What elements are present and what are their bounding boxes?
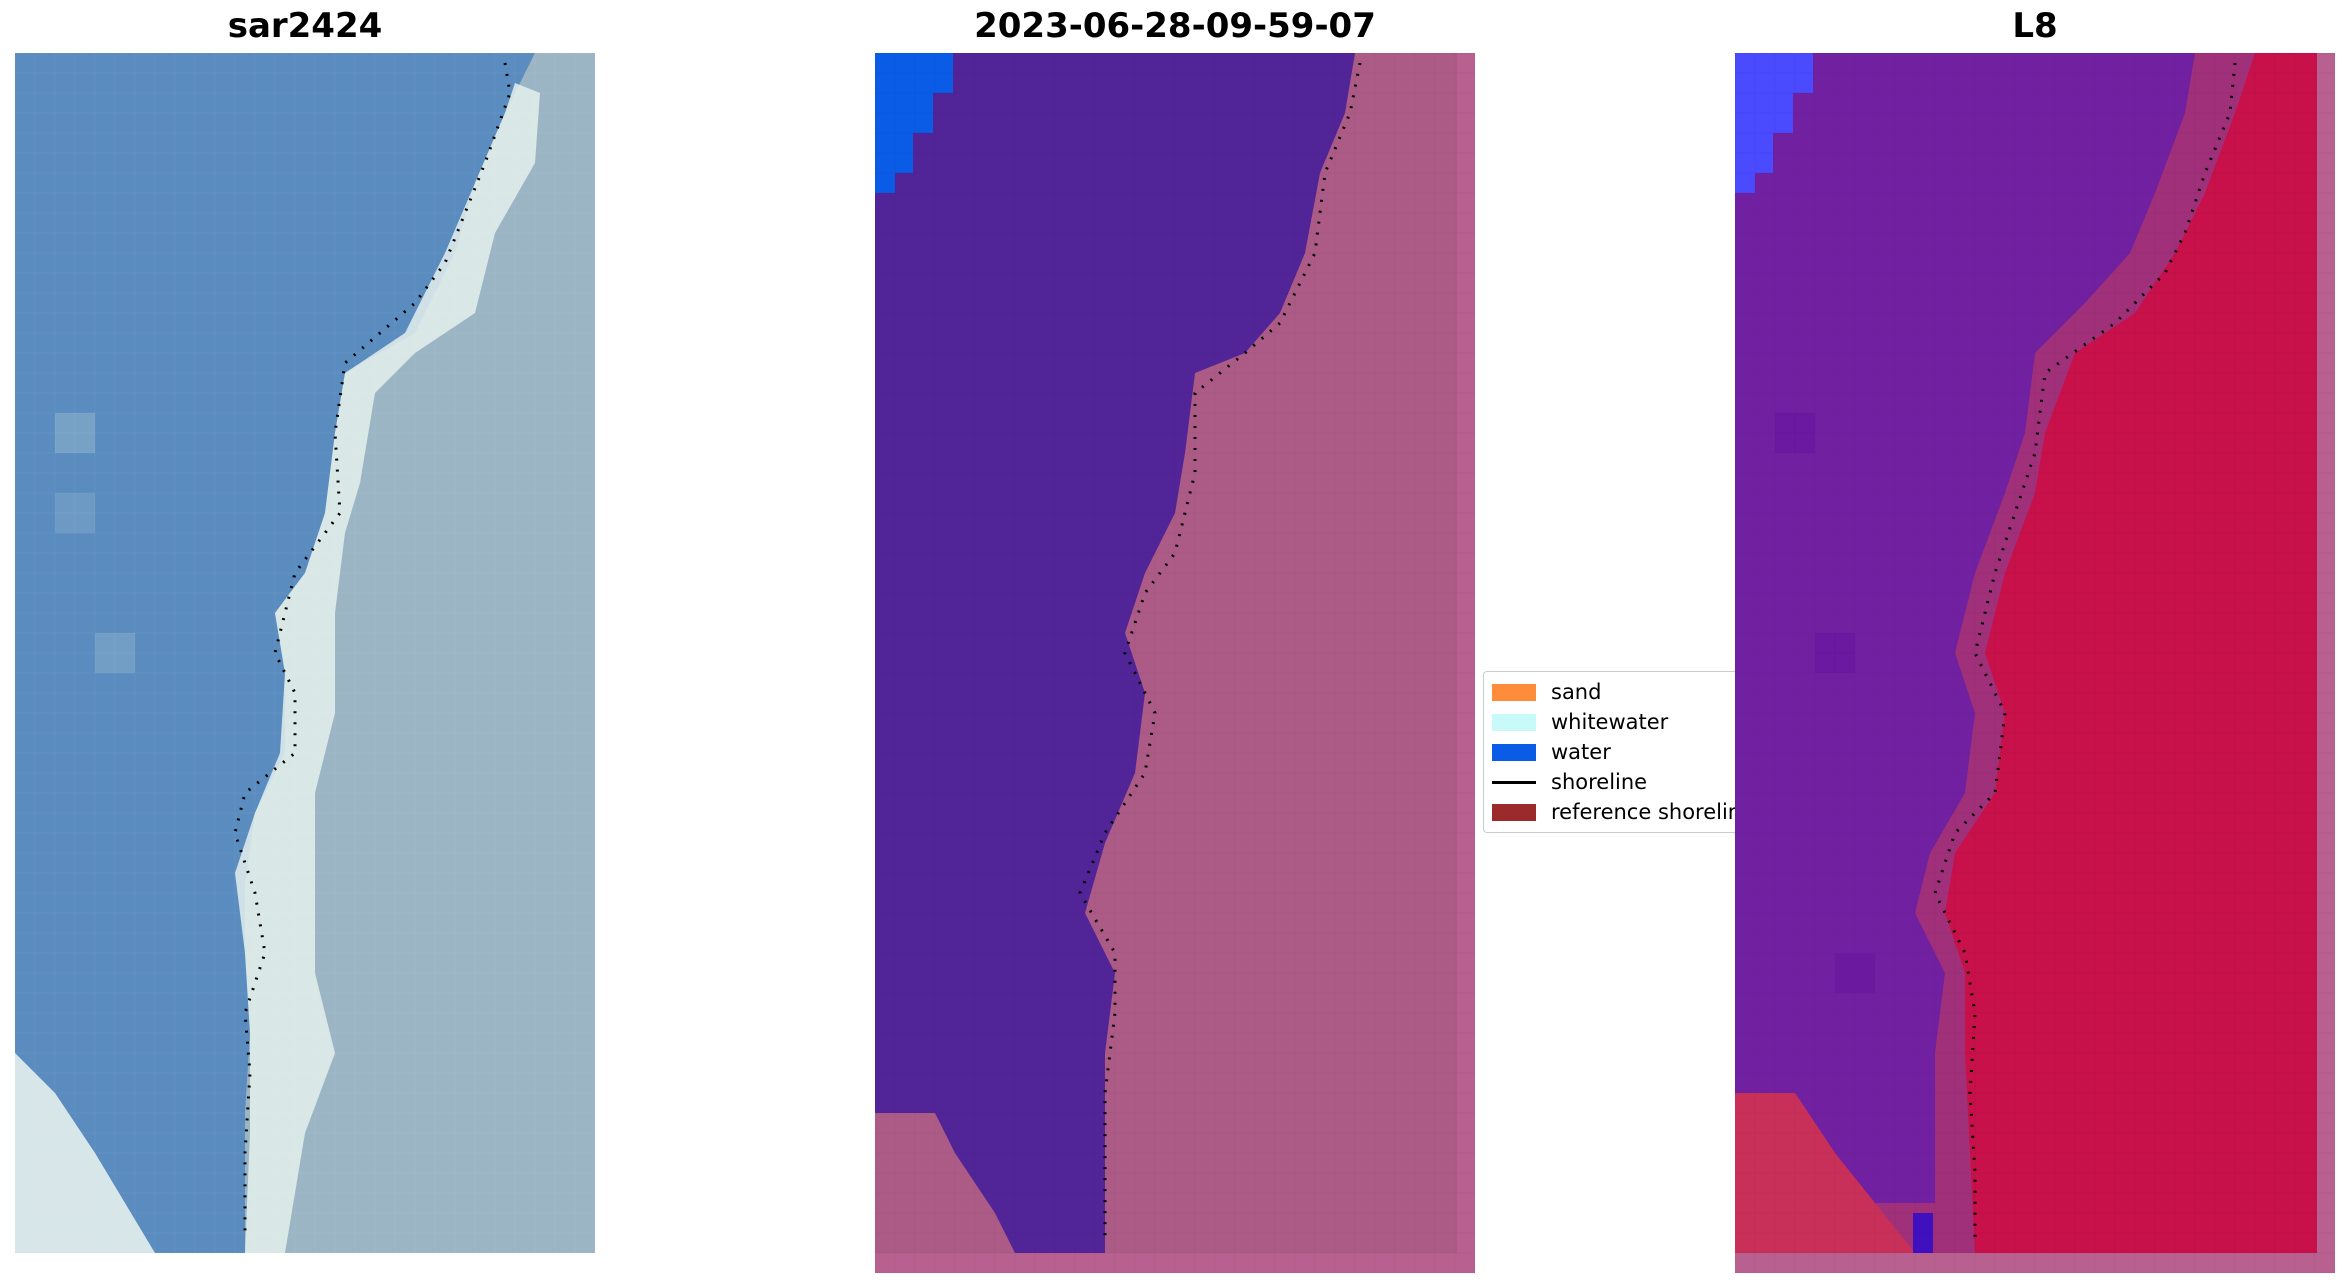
rgb-image-panel: [15, 53, 595, 1253]
shoreline-dots: [1933, 62, 2237, 1243]
rgb-image: [15, 53, 595, 1253]
legend-item-shoreline: shoreline: [1484, 767, 1736, 797]
shoreline-dots: [233, 62, 512, 1233]
legend-swatch-sand: [1492, 683, 1536, 701]
l8-image-panel: [1735, 53, 2335, 1273]
legend-label: water: [1551, 740, 1611, 764]
legend-label: whitewater: [1551, 710, 1669, 734]
legend-swatch-water: [1492, 743, 1536, 761]
legend-item-reference-shoreline: reference shoreline: [1484, 797, 1736, 827]
legend-label: reference shoreline: [1551, 800, 1736, 824]
classified-image-panel: [875, 53, 1475, 1273]
panel-title-rgb: sar2424: [227, 6, 383, 46]
legend-label: sand: [1551, 680, 1602, 704]
legend-item-whitewater: whitewater: [1484, 707, 1736, 737]
legend-label: shoreline: [1551, 770, 1648, 794]
panel-title-classified: 2023-06-28-09-59-07: [974, 6, 1376, 46]
shoreline-dots: [1078, 62, 1362, 1243]
panel-title-l8: L8: [2012, 6, 2058, 46]
legend-item-sand: sand: [1484, 677, 1736, 707]
legend-swatch-whitewater: [1492, 713, 1536, 731]
l8-image: [1735, 53, 2335, 1273]
legend: sand whitewater water shoreline referenc…: [1483, 671, 1736, 833]
legend-line-shoreline: [1492, 780, 1536, 784]
classified-image: [875, 53, 1475, 1273]
legend-item-water: water: [1484, 737, 1736, 767]
legend-swatch-reference-shoreline: [1492, 803, 1536, 821]
